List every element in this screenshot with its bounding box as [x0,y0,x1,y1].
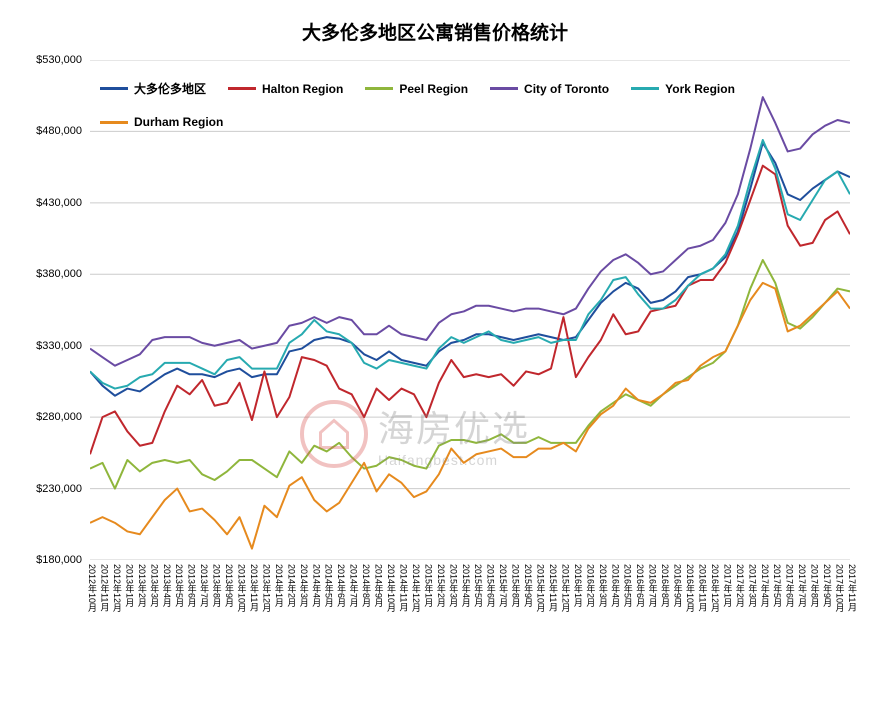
chart-title: 大多伦多地区公寓销售价格统计 [0,18,870,45]
x-axis-label: 2013年9月 [223,564,236,607]
y-axis-label: $480,000 [0,125,82,137]
series-line [90,140,850,389]
plot-area [90,60,850,560]
x-axis-label: 2016年2月 [584,564,597,607]
x-axis-label: 2014年2月 [285,564,298,607]
x-axis-label: 2015年4月 [460,564,473,607]
x-axis-label: 2014年3月 [298,564,311,607]
x-axis-label: 2013年1月 [123,564,136,607]
x-axis-label: 2015年12月 [559,564,572,612]
series-line [90,143,850,396]
y-axis-label: $330,000 [0,340,82,352]
x-axis-label: 2014年12月 [410,564,423,612]
x-axis-label: 2013年6月 [186,564,199,607]
x-axis-label: 2016年9月 [672,564,685,607]
x-axis-label: 2012年11月 [98,564,111,611]
x-axis-label: 2013年11月 [248,564,261,611]
x-axis-label: 2017年11月 [846,564,859,611]
x-axis-label: 2015年8月 [510,564,523,607]
x-axis-label: 2014年10月 [385,564,398,612]
x-axis-label: 2016年4月 [609,564,622,607]
x-axis-label: 2014年11月 [397,564,410,611]
x-axis-label: 2017年9月 [821,564,834,607]
x-axis-label: 2017年2月 [734,564,747,607]
x-axis-label: 2016年10月 [684,564,697,612]
x-axis-label: 2017年5月 [771,564,784,607]
x-axis-label: 2015年5月 [472,564,485,607]
y-axis-label: $180,000 [0,554,82,566]
x-axis-label: 2014年7月 [348,564,361,607]
x-axis-label: 2014年6月 [335,564,348,607]
x-axis-label: 2013年7月 [198,564,211,607]
x-axis-label: 2017年8月 [809,564,822,607]
x-axis-label: 2017年1月 [721,564,734,607]
y-axis-label: $380,000 [0,268,82,280]
x-axis-label: 2016年5月 [622,564,635,607]
x-axis-label: 2015年10月 [535,564,548,612]
x-axis-label: 2016年12月 [709,564,722,612]
x-axis-label: 2013年12月 [260,564,273,612]
x-axis-label: 2014年8月 [360,564,373,607]
x-axis-label: 2014年5月 [323,564,336,607]
x-axis-label: 2014年1月 [273,564,286,607]
y-axis-label: $530,000 [0,54,82,66]
x-axis-label: 2012年10月 [86,564,99,612]
x-axis-label: 2015年9月 [522,564,535,607]
y-axis-label: $280,000 [0,411,82,423]
y-axis-label: $230,000 [0,483,82,495]
x-axis-label: 2013年10月 [236,564,249,612]
x-axis-label: 2015年6月 [485,564,498,607]
x-axis-label: 2015年3月 [447,564,460,607]
x-axis-label: 2017年7月 [796,564,809,607]
x-axis-label: 2017年10月 [834,564,847,612]
x-axis-label: 2013年3月 [148,564,161,607]
x-axis-label: 2012年12月 [111,564,124,612]
x-axis-label: 2016年1月 [572,564,585,607]
x-axis-label: 2013年4月 [161,564,174,607]
x-axis-label: 2016年3月 [597,564,610,607]
x-axis-label: 2015年2月 [435,564,448,607]
y-axis-label: $430,000 [0,197,82,209]
x-axis-label: 2016年6月 [634,564,647,607]
x-axis-label: 2015年7月 [497,564,510,607]
x-axis-label: 2013年2月 [136,564,149,607]
series-line [90,283,850,549]
x-axis-label: 2016年11月 [696,564,709,611]
x-axis-label: 2015年11月 [547,564,560,611]
chart-container: 大多伦多地区公寓销售价格统计 大多伦多地区Halton RegionPeel R… [0,0,870,718]
x-axis-label: 2017年3月 [746,564,759,607]
x-axis-label: 2017年6月 [784,564,797,607]
x-axis-label: 2013年8月 [211,564,224,607]
x-axis-label: 2014年9月 [373,564,386,607]
x-axis-label: 2013年5月 [173,564,186,607]
series-line [90,166,850,455]
x-axis-label: 2016年7月 [647,564,660,607]
x-axis-label: 2016年8月 [659,564,672,607]
x-axis-label: 2014年4月 [310,564,323,607]
x-axis-label: 2015年1月 [422,564,435,607]
x-axis-label: 2017年4月 [759,564,772,607]
